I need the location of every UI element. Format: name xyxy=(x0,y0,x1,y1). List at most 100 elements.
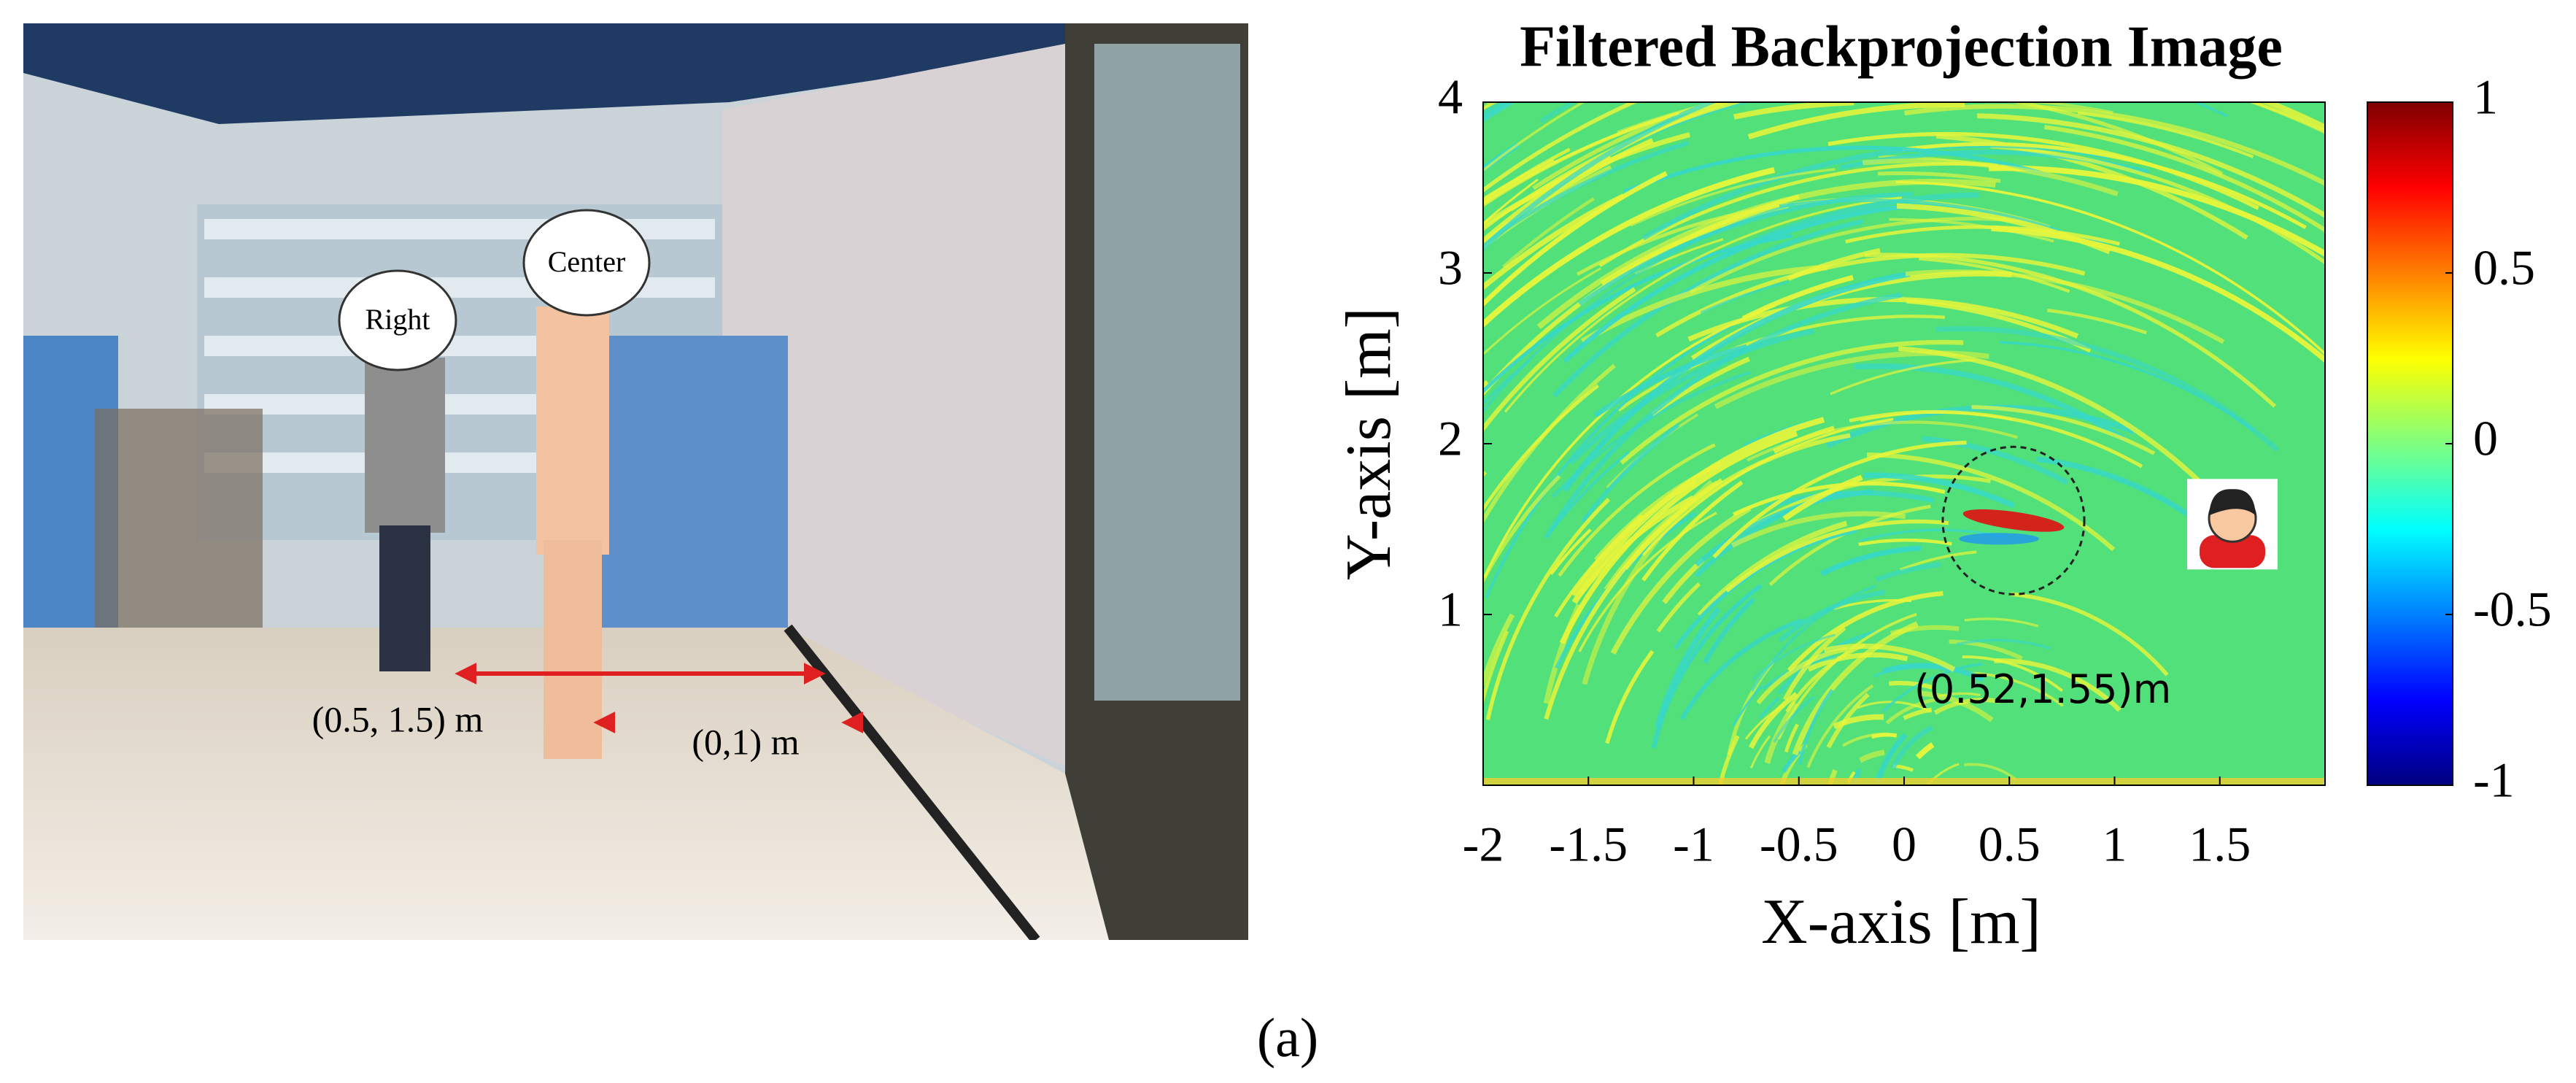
heatmap-texture xyxy=(1483,102,1718,252)
heatmap-texture xyxy=(1858,749,1885,763)
person-icon xyxy=(2187,479,2278,570)
heatmap-texture xyxy=(1782,749,1802,774)
heatmap-texture xyxy=(1552,219,1864,398)
heatmap-texture xyxy=(1759,697,1780,719)
heatmap-texture xyxy=(1550,528,1592,576)
x-tick-label: 1.5 xyxy=(2189,817,2251,872)
heatmap-texture xyxy=(1483,178,1539,226)
heatmap-texture xyxy=(1483,112,1679,206)
heatmap-texture xyxy=(1483,171,1668,308)
heatmap-texture xyxy=(1970,671,2064,707)
colorbar-tick-label: 1 xyxy=(2473,69,2498,125)
heatmap-texture xyxy=(1877,171,2001,183)
heatmap-texture xyxy=(1620,339,1964,465)
heatmap-texture xyxy=(1483,102,1744,232)
heatmap-texture xyxy=(1483,102,1517,123)
heatmap-texture xyxy=(1806,684,1874,768)
heatmap-texture xyxy=(1483,358,1531,406)
heatmap-texture xyxy=(1772,695,1815,744)
heatmap-texture xyxy=(1623,145,2050,194)
heatmap-texture xyxy=(1858,538,1952,547)
x-axis-label: X-axis [m] xyxy=(1761,887,2041,957)
heatmap-texture xyxy=(1964,617,2039,628)
heatmap-texture xyxy=(1712,440,1967,559)
heatmap-texture xyxy=(1605,650,1655,744)
heatmap-texture xyxy=(1792,621,1919,756)
heatmap-texture xyxy=(1889,681,1934,690)
heatmap-texture xyxy=(1863,472,2015,509)
heatmap-texture xyxy=(1915,742,1935,760)
heatmap-texture xyxy=(1905,269,2225,344)
heatmap-texture xyxy=(1581,423,1680,523)
label-bubble xyxy=(522,209,651,317)
heatmap-texture xyxy=(1971,405,2156,455)
heatmap-texture xyxy=(1483,193,1625,291)
heatmap-texture xyxy=(1744,704,1785,740)
heatmap-texture xyxy=(1750,584,1877,692)
heatmap-texture xyxy=(1956,639,2052,650)
y-tick-label: 2 xyxy=(1438,411,1463,466)
heatmap-texture xyxy=(1569,328,1815,465)
heatmap-texture xyxy=(1889,217,2054,243)
colorbar-tick-label: -1 xyxy=(2473,752,2515,808)
heatmap-texture xyxy=(1324,175,1412,260)
hotspot-shadow xyxy=(1959,533,2040,545)
heatmap-texture xyxy=(1695,489,1873,567)
heatmap-texture xyxy=(1807,652,1908,672)
colorbar xyxy=(2367,101,2453,786)
heatmap-texture xyxy=(1747,102,1965,140)
heatmap-texture xyxy=(1749,735,1771,769)
y-tick-label: 1 xyxy=(1438,582,1463,637)
heatmap-texture xyxy=(1732,685,1763,727)
icon-hair xyxy=(2209,489,2256,516)
heatmap-texture xyxy=(1875,562,1941,582)
heatmap-texture xyxy=(1483,287,1636,433)
heatmap-texture xyxy=(1703,597,1756,664)
heatmap-texture xyxy=(1483,267,1601,356)
heatmap-texture xyxy=(1655,253,2086,338)
heatmap-texture xyxy=(1841,732,1890,747)
x-tick-label: 0.5 xyxy=(1979,817,2041,872)
colorbar-tick-label: 0 xyxy=(2473,411,2498,466)
heatmap-texture xyxy=(1502,197,1595,269)
heatmap-texture xyxy=(1896,203,2111,255)
x-tick-label: -2 xyxy=(1463,817,1504,872)
chart-title: Filtered Backprojection Image xyxy=(1520,15,2283,79)
heatmap-texture xyxy=(1994,658,2121,712)
colorbar-tick-label: -0.5 xyxy=(2473,582,2552,637)
heatmap-texture xyxy=(1697,520,1848,617)
mannequin xyxy=(536,307,609,555)
heatmap-texture xyxy=(2019,102,2113,114)
heatmap-texture xyxy=(1483,158,1555,202)
y-axis-label: Y-axis [m] xyxy=(1334,307,1404,580)
heatmap-texture xyxy=(1919,257,2070,293)
heatmap xyxy=(1324,102,2325,785)
target-label: (0.52,1.55)m xyxy=(1914,666,2171,712)
heatmap-texture xyxy=(1935,326,2280,452)
photo-label: Center xyxy=(548,245,626,278)
heatmap-texture xyxy=(1756,647,1848,705)
icon-body xyxy=(2200,535,2266,569)
heatmap-texture xyxy=(1773,425,1836,454)
heatmap-texture xyxy=(1752,633,1836,681)
heatmap-texture xyxy=(1558,443,1716,577)
heatmap-texture xyxy=(1730,511,1906,548)
heatmap-texture xyxy=(1656,582,1701,633)
heatmap-texture xyxy=(1989,165,2325,258)
heatmap-texture xyxy=(1785,643,1866,713)
heatmap-texture xyxy=(1798,689,1834,766)
heatmap-texture xyxy=(2047,308,2147,335)
heatmap-texture xyxy=(1827,131,2259,210)
heatmap-texture xyxy=(1717,735,1740,785)
photo-label: (0,1) m xyxy=(692,721,799,762)
heatmap-texture xyxy=(2043,125,2325,233)
heatmap-texture xyxy=(1483,102,1586,172)
x-tick-label: -0.5 xyxy=(1760,817,1838,872)
heatmap-texture xyxy=(1881,662,1984,713)
x-tick-label: 1 xyxy=(2103,817,2127,872)
heatmap-texture xyxy=(1544,292,1903,539)
heatmap-texture xyxy=(1580,264,1827,344)
heatmap-texture xyxy=(1833,714,1884,729)
x-tick-label: -1 xyxy=(1673,817,1714,872)
